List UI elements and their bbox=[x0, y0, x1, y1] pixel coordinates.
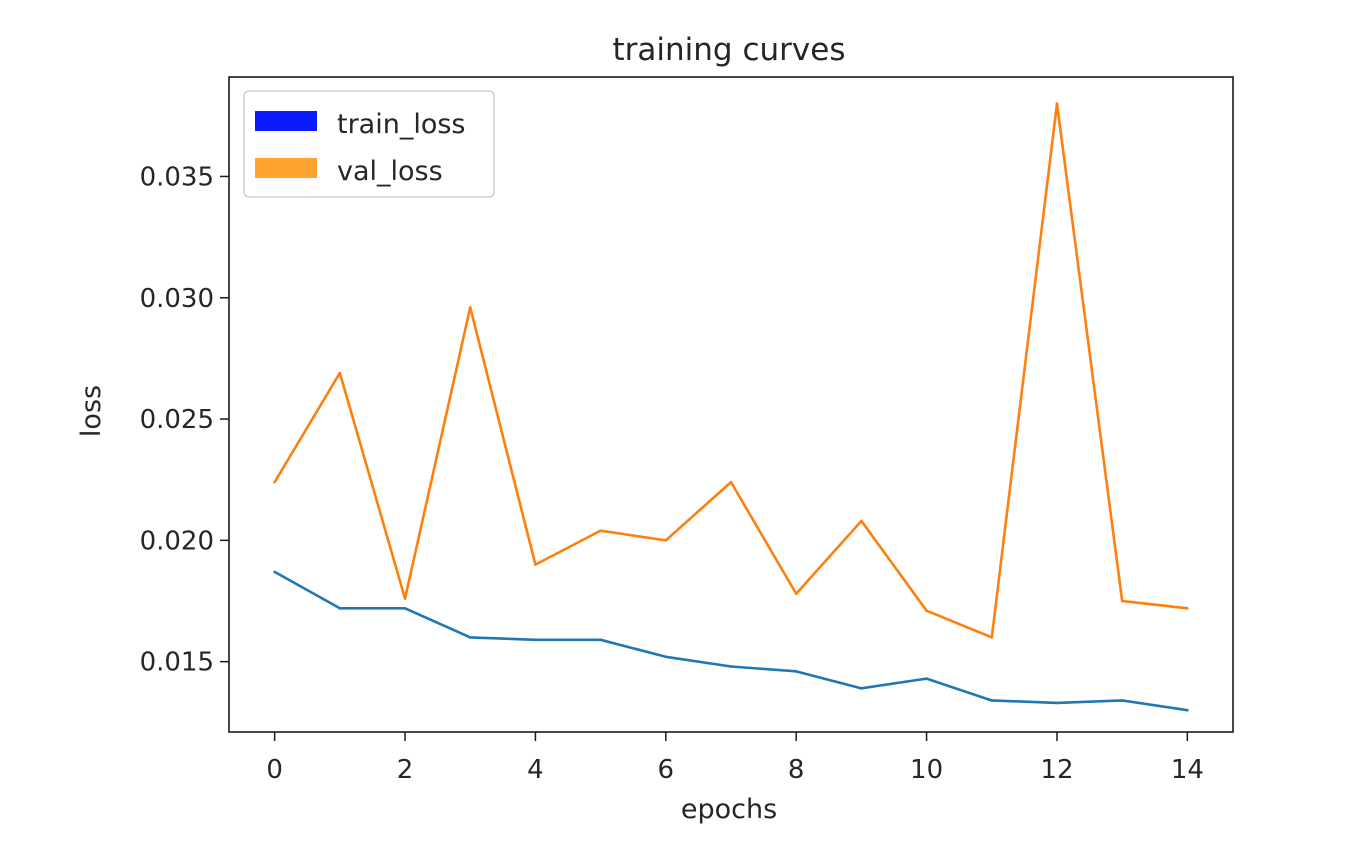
data-point-val-loss-13 bbox=[1120, 599, 1124, 603]
legend-label-train-loss: train_loss bbox=[337, 109, 466, 140]
x-tick-label: 0 bbox=[266, 755, 283, 785]
data-point-val-loss-1 bbox=[338, 371, 342, 375]
data-point-val-loss-6 bbox=[664, 539, 668, 542]
data-point-val-loss-12 bbox=[1055, 102, 1059, 105]
data-point-train-loss-1 bbox=[338, 606, 342, 610]
y-tick-label: 0.020 bbox=[140, 526, 214, 556]
data-point-train-loss-6 bbox=[664, 655, 668, 659]
plot-frame bbox=[228, 76, 1234, 733]
y-tick-label: 0.035 bbox=[140, 162, 214, 192]
legend-swatch-val-loss bbox=[255, 158, 317, 178]
data-point-train-loss-3 bbox=[468, 636, 472, 639]
x-axis-label: epochs bbox=[681, 794, 777, 825]
data-point-val-loss-3 bbox=[468, 306, 472, 309]
data-point-val-loss-11 bbox=[990, 636, 994, 639]
data-point-train-loss-4 bbox=[534, 638, 537, 642]
data-point-val-loss-5 bbox=[599, 529, 602, 532]
data-point-val-loss-2 bbox=[403, 597, 407, 600]
data-point-train-loss-0 bbox=[273, 570, 276, 574]
x-tick-label: 2 bbox=[397, 755, 414, 785]
data-point-train-loss-9 bbox=[860, 687, 863, 690]
data-point-val-loss-10 bbox=[925, 609, 928, 612]
x-tick-label: 4 bbox=[527, 755, 544, 785]
y-axis: 0.015 0.020 0.025 0.030 0.035 bbox=[140, 162, 229, 678]
legend-label-val-loss: val_loss bbox=[337, 156, 443, 187]
plot-area bbox=[273, 102, 1189, 712]
data-point-train-loss-2 bbox=[403, 606, 407, 610]
chart-title: training curves bbox=[613, 32, 846, 68]
y-tick-label: 0.030 bbox=[140, 284, 214, 314]
data-point-val-loss-14 bbox=[1186, 606, 1189, 610]
data-point-train-loss-8 bbox=[794, 670, 798, 673]
y-tick-label: 0.015 bbox=[140, 648, 214, 678]
y-tick-label: 0.025 bbox=[140, 405, 214, 435]
data-point-train-loss-10 bbox=[925, 677, 928, 680]
legend: train_loss val_loss bbox=[243, 90, 495, 198]
y-axis-label: loss bbox=[76, 385, 107, 437]
x-axis: 0 2 4 6 8 10 12 14 bbox=[266, 732, 1204, 785]
x-tick-label: 6 bbox=[658, 755, 675, 785]
data-point-train-loss-12 bbox=[1055, 701, 1059, 705]
x-tick-label: 12 bbox=[1040, 755, 1073, 785]
data-point-train-loss-13 bbox=[1120, 699, 1124, 702]
legend-swatch-train-loss bbox=[255, 111, 317, 131]
data-point-val-loss-8 bbox=[794, 592, 798, 596]
data-point-val-loss-7 bbox=[729, 480, 733, 484]
data-point-train-loss-14 bbox=[1186, 708, 1189, 712]
data-point-train-loss-11 bbox=[990, 699, 994, 702]
x-tick-label: 14 bbox=[1171, 755, 1204, 785]
data-point-val-loss-9 bbox=[860, 519, 863, 523]
data-point-train-loss-5 bbox=[599, 638, 602, 642]
x-tick-label: 10 bbox=[910, 755, 943, 785]
data-point-train-loss-7 bbox=[729, 665, 733, 668]
x-tick-label: 8 bbox=[788, 755, 805, 785]
data-point-val-loss-4 bbox=[534, 563, 537, 566]
data-point-val-loss-0 bbox=[273, 480, 276, 484]
